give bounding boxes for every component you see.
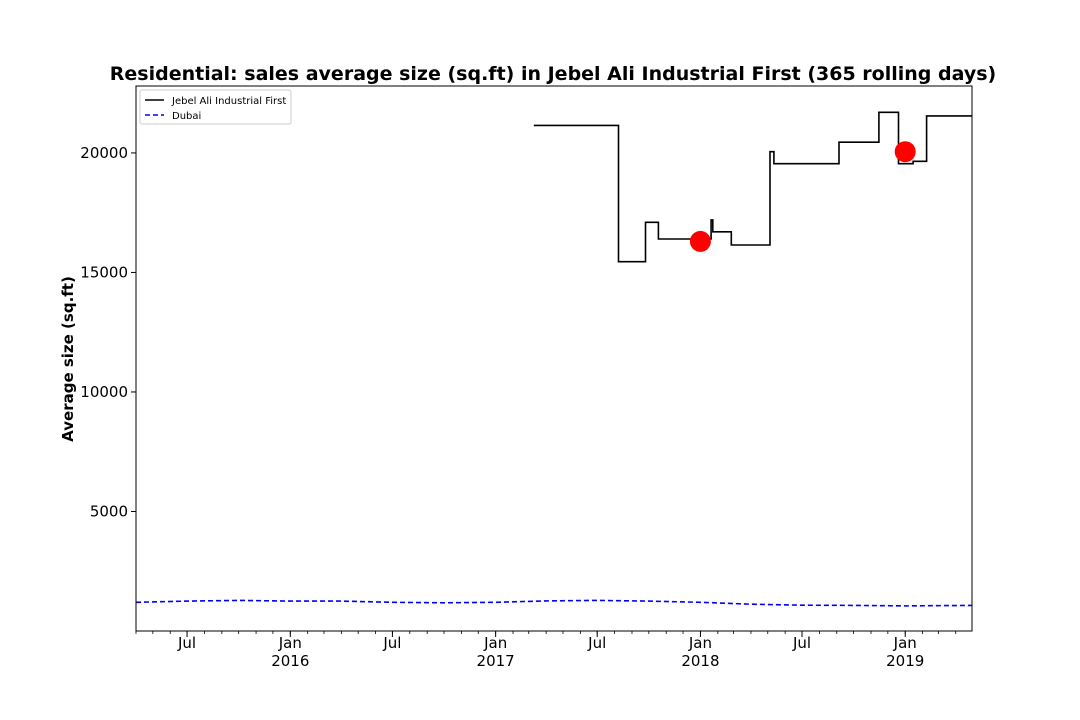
highlight-marker-1 <box>894 141 916 163</box>
y-tick-label-20000: 20000 <box>80 144 128 162</box>
x-tick-label-6: Jul <box>792 634 811 652</box>
marker-layer <box>689 141 916 252</box>
x-tick-year-7: 2019 <box>886 652 924 670</box>
x-tick-label-3: Jan <box>483 634 507 652</box>
series-layer <box>135 111 973 607</box>
y-tick-label-10000: 10000 <box>80 383 128 401</box>
series-line-0 <box>533 111 972 263</box>
plot-frame <box>135 85 973 632</box>
legend: Jebel Ali Industrial First Dubai <box>139 89 292 125</box>
x-tick-year-3: 2017 <box>477 652 515 670</box>
legend-label-dubai: Dubai <box>172 111 201 122</box>
y-tick-label-5000: 5000 <box>90 502 128 520</box>
y-axis-label: Average size (sq.ft) <box>59 276 77 442</box>
x-tick-label-5: Jan <box>688 634 712 652</box>
legend-label-jebel-ali: Jebel Ali Industrial First <box>171 96 286 107</box>
x-tick-year-5: 2018 <box>681 652 719 670</box>
series-line-1 <box>135 599 973 607</box>
x-tick-year-1: 2016 <box>271 652 309 670</box>
x-tick-label-1: Jan <box>278 634 302 652</box>
highlight-marker-0 <box>689 230 711 252</box>
x-tick-label-2: Jul <box>382 634 401 652</box>
chart-title: Residential: sales average size (sq.ft) … <box>110 63 996 85</box>
y-tick-label-15000: 15000 <box>80 263 128 281</box>
x-tick-label-0: Jul <box>177 634 196 652</box>
x-tick-label-4: Jul <box>587 634 606 652</box>
x-tick-label-7: Jan <box>893 634 917 652</box>
legend-box <box>139 89 292 125</box>
